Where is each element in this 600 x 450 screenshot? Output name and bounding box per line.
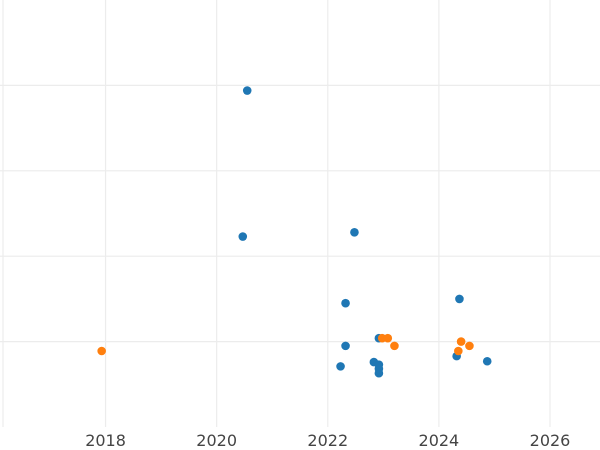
data-point-series-1 (350, 227, 359, 237)
data-point-series-1 (374, 368, 384, 378)
x-tick-label: 2020 (196, 431, 237, 450)
data-point-series-2 (454, 346, 463, 356)
data-point-series-2 (465, 341, 474, 351)
x-tick-labels: 2018 2020 2022 2024 2026 (85, 431, 570, 450)
data-point-series-1 (336, 362, 345, 371)
data-point-series-2 (390, 341, 399, 351)
data-points (97, 86, 492, 378)
x-tick-label: 2018 (85, 431, 126, 450)
data-point-series-1 (482, 356, 492, 366)
data-point-series-1 (341, 298, 350, 308)
data-point-series-1 (455, 294, 464, 304)
data-point-series-1 (242, 86, 252, 95)
grid-layer (0, 0, 600, 427)
data-point-series-2 (383, 333, 393, 343)
data-point-series-2 (97, 346, 106, 356)
data-point-series-1 (341, 341, 350, 351)
x-tick-label: 2024 (419, 431, 460, 450)
x-tick-label: 2022 (307, 431, 348, 450)
data-point-series-2 (456, 337, 466, 346)
x-tick-label: 2026 (530, 431, 571, 450)
data-point-series-1 (238, 232, 248, 241)
